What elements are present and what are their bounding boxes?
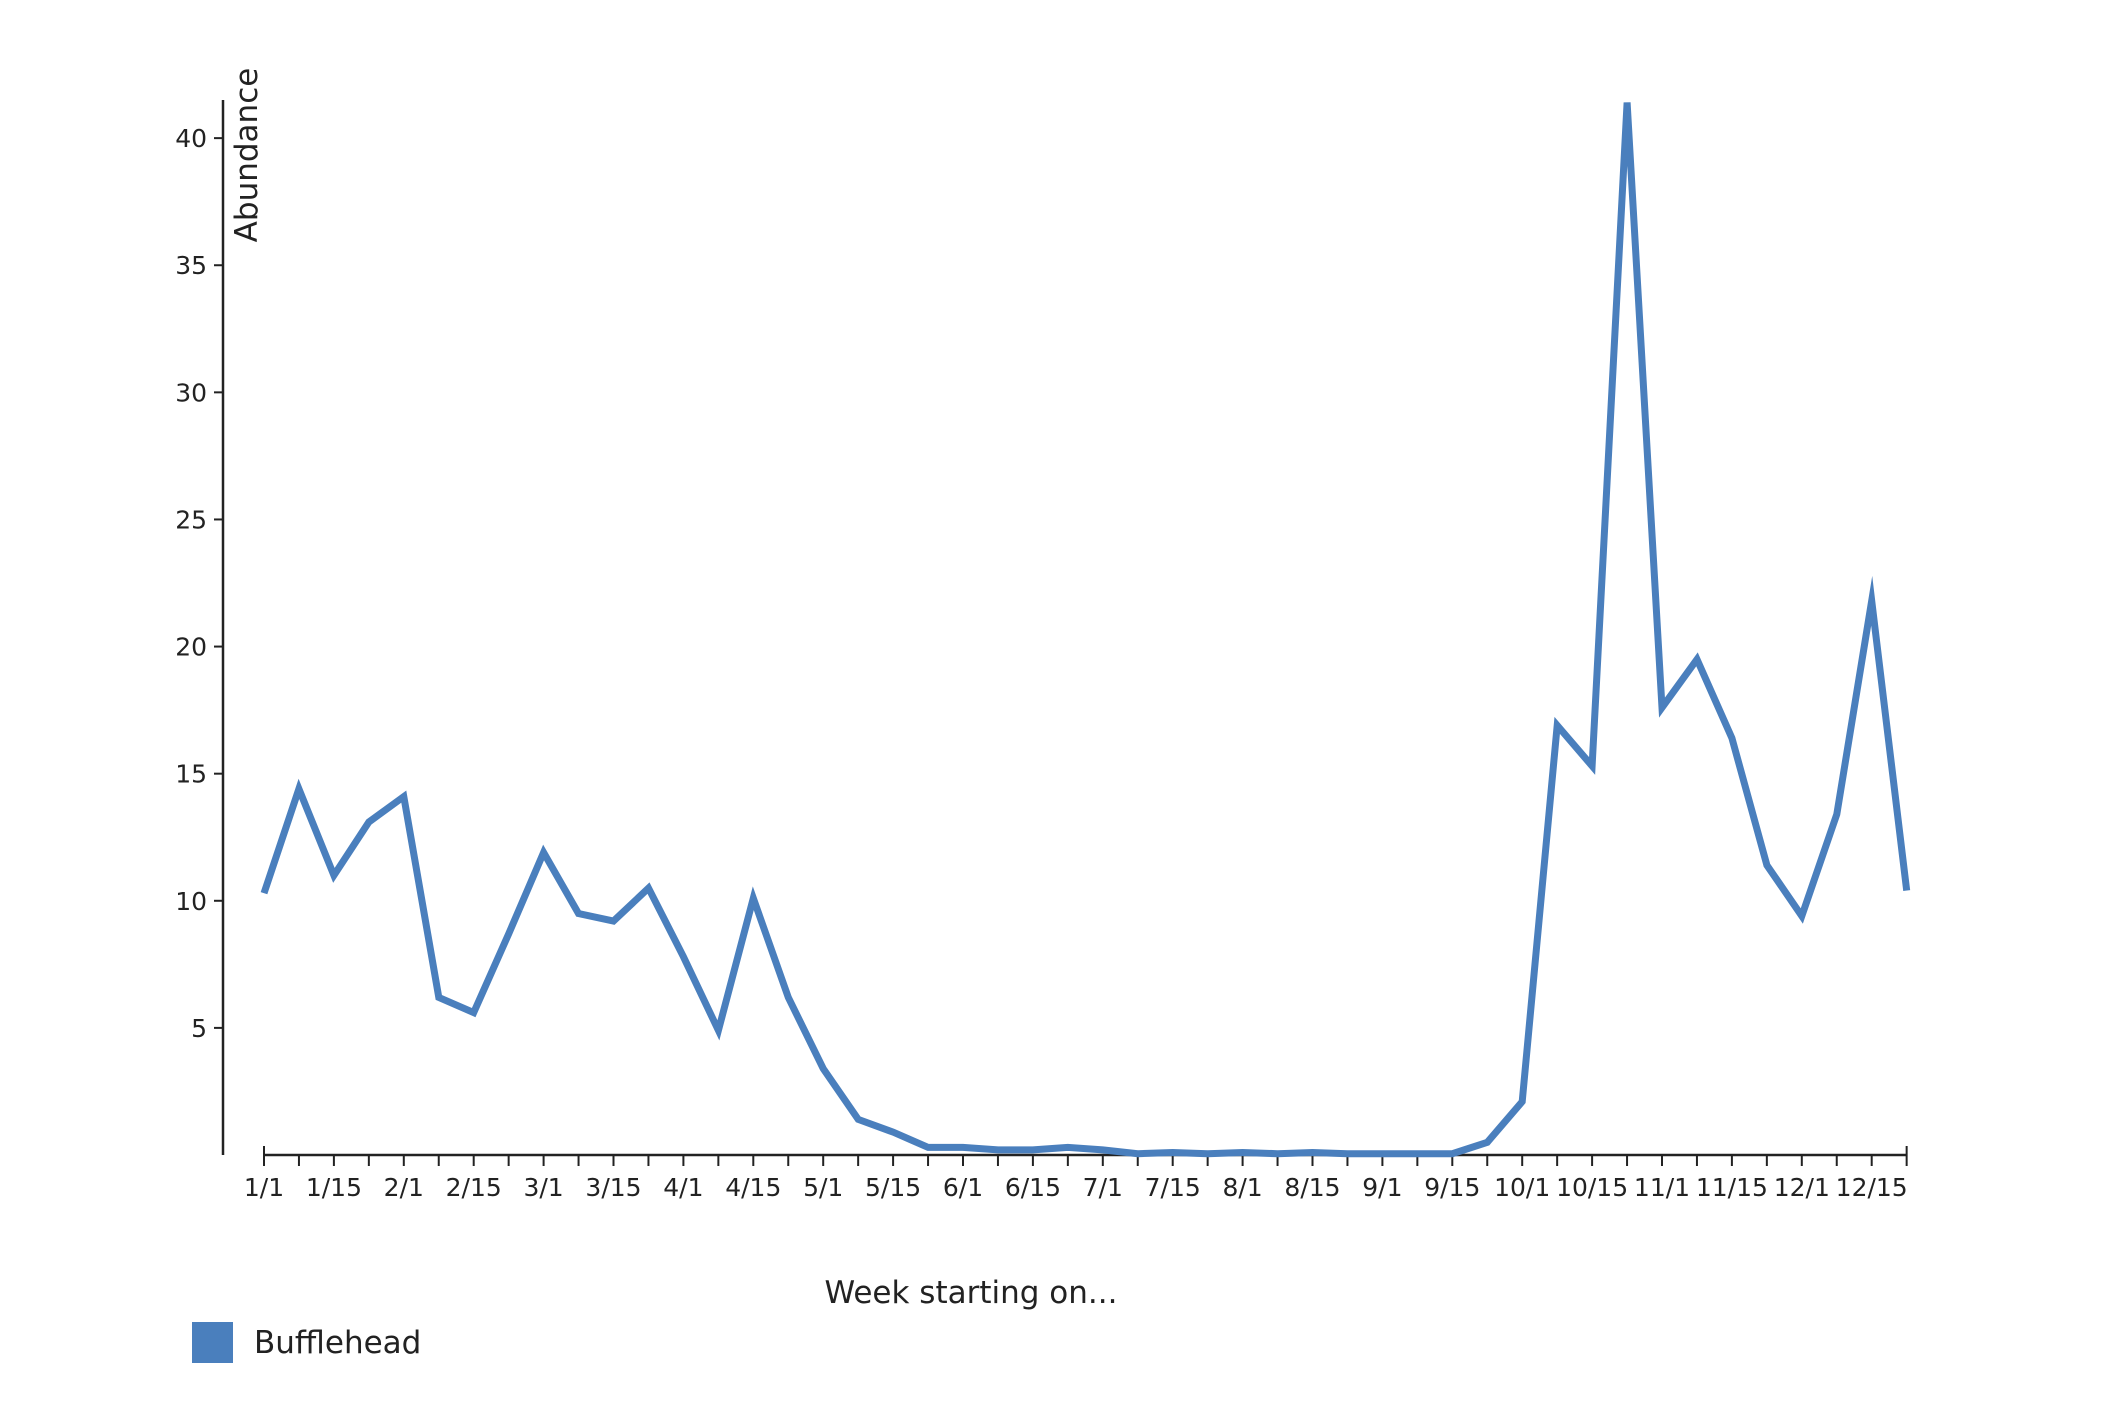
x-tick-label: 6/1 [943, 1173, 983, 1202]
x-tick-label: 3/1 [523, 1173, 563, 1202]
x-tick-label: 7/1 [1083, 1173, 1123, 1202]
legend-label: Bufflehead [254, 1325, 421, 1361]
x-tick-label: 4/15 [725, 1173, 781, 1202]
series-line-bufflehead [264, 103, 1907, 1154]
x-tick-label: 8/1 [1222, 1173, 1262, 1202]
x-tick-label: 6/15 [1005, 1173, 1061, 1202]
x-tick-label: 12/15 [1836, 1173, 1908, 1202]
x-tick-label: 1/1 [244, 1173, 284, 1202]
x-tick-label: 5/15 [865, 1173, 921, 1202]
x-tick-label: 7/15 [1145, 1173, 1201, 1202]
x-tick-label: 10/15 [1556, 1173, 1628, 1202]
x-tick-label: 1/15 [306, 1173, 362, 1202]
y-tick-label: 5 [191, 1014, 207, 1043]
x-tick-label: 8/15 [1284, 1173, 1340, 1202]
y-tick-label: 25 [175, 505, 207, 534]
x-tick-label: 9/1 [1362, 1173, 1402, 1202]
legend-swatch [192, 1322, 233, 1363]
x-tick-label: 12/1 [1774, 1173, 1830, 1202]
x-tick-label: 4/1 [663, 1173, 703, 1202]
y-axis: 5 10 15 20 25 30 35 40 [175, 100, 223, 1155]
x-tick-label: 2/1 [384, 1173, 424, 1202]
legend: Bufflehead [192, 1322, 421, 1363]
y-tick-label: 30 [175, 378, 207, 407]
x-tick-label: 9/15 [1424, 1173, 1480, 1202]
y-tick-label: 15 [175, 760, 207, 789]
x-tick-label: 3/15 [585, 1173, 641, 1202]
y-tick-label: 20 [175, 633, 207, 662]
x-tick-label: 2/15 [446, 1173, 502, 1202]
y-tick-label: 40 [175, 124, 207, 153]
x-tick-label: 11/15 [1696, 1173, 1768, 1202]
x-axis-title: Week starting on... [825, 1275, 1118, 1311]
y-tick-label: 10 [175, 887, 207, 916]
y-tick-label: 35 [175, 251, 207, 280]
y-axis-title: Abundance [229, 68, 265, 243]
x-axis: 1/1 1/15 2/1 2/15 3/1 3/15 4/1 4/15 5/1 5/15 6/1 6/… [244, 1146, 1908, 1202]
series-layer [264, 102, 1907, 1153]
x-tick-label: 10/1 [1494, 1173, 1550, 1202]
x-tick-label: 11/1 [1634, 1173, 1690, 1202]
x-tick-label: 5/1 [803, 1173, 843, 1202]
